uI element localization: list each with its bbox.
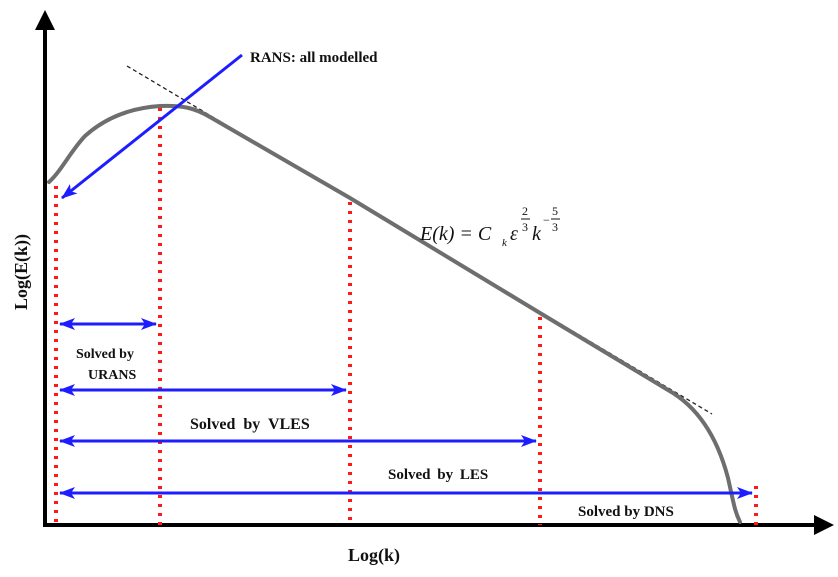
equation-k: k [532,223,542,245]
y-axis-arrowhead [35,10,55,30]
dns-label: Solved by DNS [578,504,674,520]
urans-label-line2: URANS [88,368,136,383]
y-axis-label: Log(E(k)) [11,234,32,310]
equation-k-exp-sign: − [543,213,550,227]
urans-label-line1: Solved by [76,347,134,362]
equation-c-subscript: k [502,237,508,249]
les-label: Solved by LES [388,467,488,483]
equation-lhs: E(k) = C [419,223,492,245]
vles-label: Solved by VLES [190,416,310,433]
equation-eps-exp-den: 3 [522,220,528,234]
equation-eps-exp-num: 2 [522,204,528,218]
kolmogorov-equation: E(k) = C k ε 2 3 k − 5 3 [419,204,560,249]
rans-arrow [61,53,243,200]
energy-spectrum-curve [47,103,742,524]
equation-k-exp-den: 3 [552,220,558,234]
rans-label: RANS: all modelled [250,50,378,66]
x-axis-label: Log(k) [348,545,400,566]
equation-k-exp-num: 5 [552,204,558,218]
x-axis-arrowhead [814,515,834,535]
equation-epsilon: ε [510,223,518,245]
